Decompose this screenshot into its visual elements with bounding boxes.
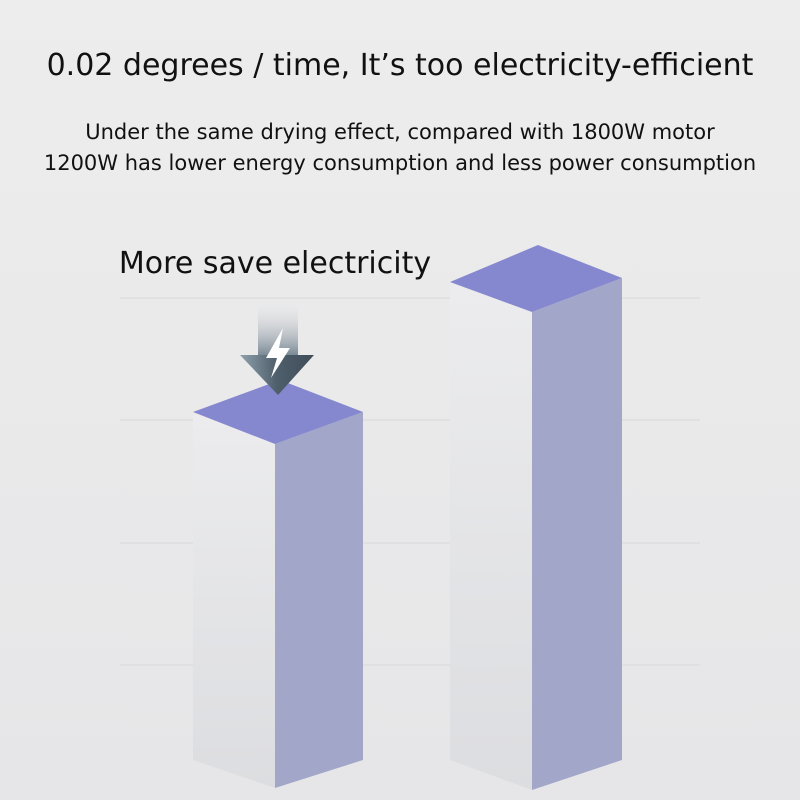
- bar-top: [193, 380, 363, 444]
- bar-side: [275, 412, 363, 788]
- bar-front: [193, 412, 275, 788]
- callout: More save electricity: [119, 246, 431, 281]
- bar-front: [450, 282, 532, 790]
- subtitle-line: Under the same drying effect, compared w…: [85, 120, 715, 144]
- arrow-icon: [240, 300, 314, 395]
- bar-top: [450, 245, 622, 312]
- bar-1800w: [450, 245, 622, 790]
- bar-1200w: [193, 380, 363, 788]
- title: 0.02 degrees / time, It’s too electricit…: [47, 48, 754, 83]
- lightning-bolt: [266, 328, 290, 378]
- subtitle-line: 1200W has lower energy consumption and l…: [44, 151, 756, 175]
- bar-side: [532, 278, 622, 790]
- arrow-head: [240, 355, 314, 395]
